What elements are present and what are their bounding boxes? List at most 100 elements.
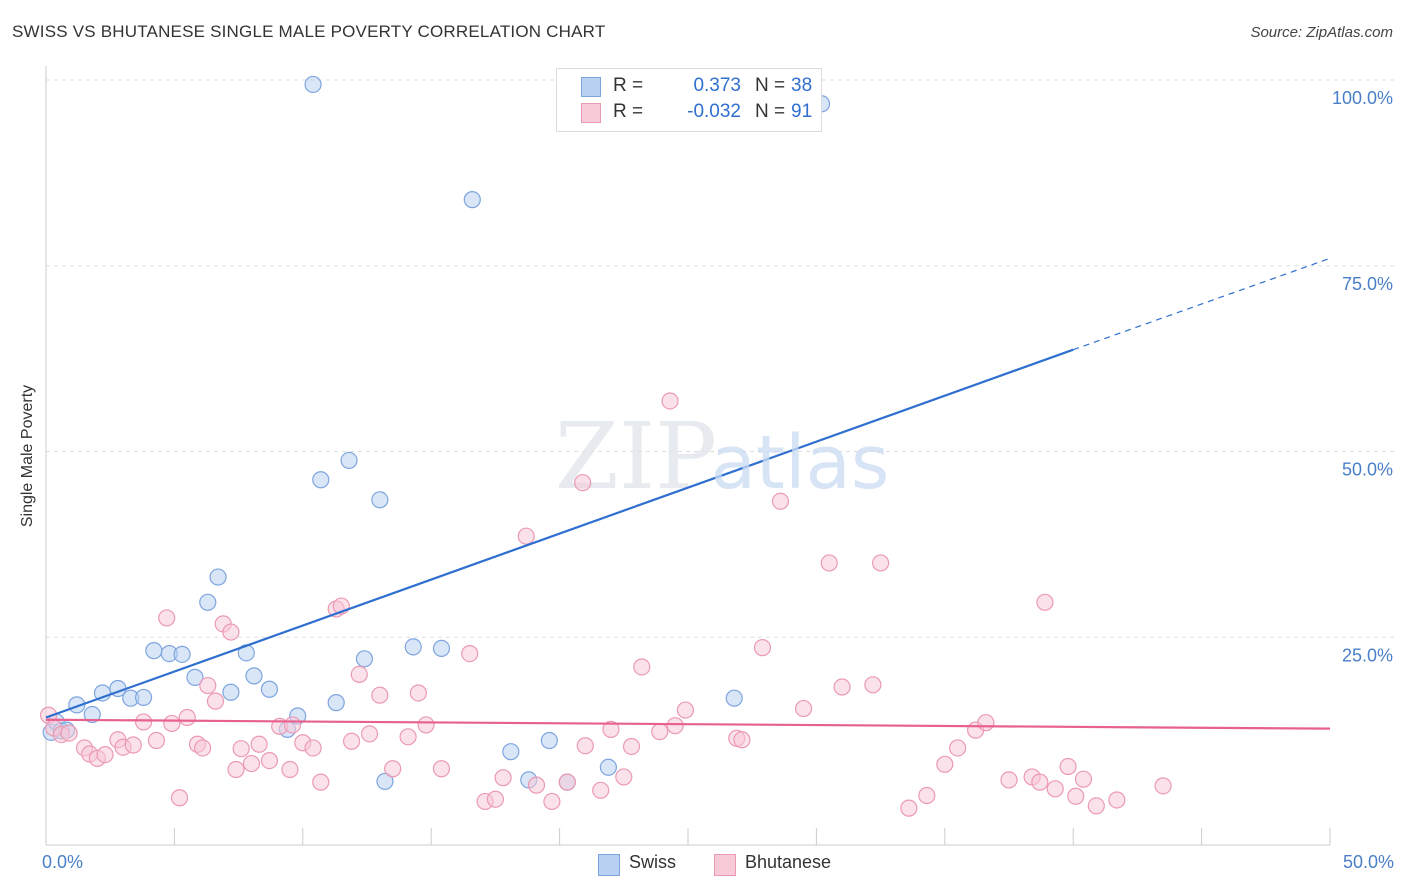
bhutanese-point: [918, 786, 936, 805]
bhutanese-point: [260, 751, 279, 770]
bhutanese-point: [283, 716, 302, 734]
swiss-r-value: 0.373: [693, 75, 741, 96]
bhutanese-point: [158, 609, 176, 627]
bhutanese-r-value: -0.032: [687, 101, 741, 122]
grid-lines: [46, 79, 1394, 638]
bhutanese-point: [1031, 773, 1049, 791]
bhutanese-point: [558, 773, 576, 791]
bhutanese-point: [371, 686, 389, 704]
bhutanese-point: [250, 735, 268, 753]
swiss-swatch: [581, 77, 601, 97]
swiss-point: [463, 191, 481, 209]
swiss-point: [134, 688, 153, 707]
bhutanese-point: [134, 713, 153, 731]
bhutanese-point: [633, 658, 651, 676]
bhutanese-point: [661, 392, 679, 410]
bhutanese-point: [432, 760, 451, 778]
swiss-point: [186, 668, 204, 686]
bhutanese-point: [124, 736, 142, 754]
swiss-point: [725, 689, 743, 707]
swiss-point: [304, 75, 322, 94]
bottom-bhutanese-swatch: [714, 854, 736, 876]
bottom-swiss-label: Swiss: [629, 852, 677, 872]
bhutanese-point: [409, 684, 427, 702]
bhutanese-point: [222, 623, 240, 641]
bhutanese-n-value: 91: [791, 101, 813, 122]
bhutanese-point: [178, 708, 196, 727]
bhutanese-point: [194, 739, 212, 757]
bhutanese-point: [1059, 757, 1077, 776]
bhutanese-point: [170, 789, 189, 807]
bhutanese-point: [1036, 593, 1054, 611]
bhutanese-point: [399, 728, 417, 746]
bhutanese-point: [651, 723, 669, 741]
bhutanese-point: [1074, 770, 1093, 788]
bhutanese-point: [733, 731, 751, 749]
chart-title: SWISS VS BHUTANESE SINGLE MALE POVERTY C…: [12, 22, 606, 41]
bhutanese-point: [622, 737, 641, 756]
bhutanese-n-label: N =: [755, 101, 786, 122]
bhutanese-point: [666, 717, 684, 735]
bhutanese-point: [900, 799, 918, 817]
bhutanese-point: [949, 739, 967, 757]
bhutanese-point: [312, 773, 330, 791]
bhutanese-point: [486, 790, 504, 808]
swiss-n-label: N =: [755, 75, 786, 96]
x-tick-label-min: 0.0%: [42, 852, 84, 872]
swiss-point: [173, 645, 191, 663]
bhutanese-point: [1108, 791, 1126, 809]
bhutanese-point: [527, 776, 546, 794]
bhutanese-point: [1087, 797, 1105, 815]
bhutanese-points: [39, 392, 1172, 817]
correlation-legend: R = 0.373 N = 38 R = -0.032 N = 91: [556, 68, 822, 132]
bhutanese-point: [494, 769, 512, 787]
swiss-point: [404, 638, 422, 656]
swiss-point: [260, 680, 279, 698]
bhutanese-point: [384, 760, 402, 778]
bhutanese-point: [1046, 780, 1064, 798]
bhutanese-point: [417, 716, 435, 734]
watermark-atlas: atlas: [711, 420, 890, 506]
swiss-point: [245, 667, 263, 685]
y-tick-labels: 100.0% 75.0% 50.0% 25.0%: [1332, 88, 1393, 665]
swiss-n-value: 38: [791, 75, 813, 96]
swiss-point: [340, 451, 358, 470]
y-tick-label-100: 100.0%: [1332, 88, 1393, 108]
bhutanese-point: [936, 755, 954, 773]
swiss-point: [199, 593, 217, 611]
bhutanese-point: [242, 754, 261, 773]
bhutanese-point: [574, 474, 592, 492]
bhutanese-point: [676, 701, 695, 719]
bhutanese-point: [304, 739, 322, 757]
bhutanese-point: [517, 527, 535, 545]
watermark: ZIP: [555, 403, 717, 510]
swiss-point: [540, 731, 558, 750]
bhutanese-point: [1067, 787, 1085, 805]
bhutanese-point: [60, 724, 78, 742]
bhutanese-point: [576, 737, 594, 755]
bhutanese-point: [1000, 771, 1018, 789]
bhutanese-point: [360, 725, 379, 743]
bhutanese-point: [543, 792, 561, 811]
bhutanese-point: [281, 760, 299, 779]
bhutanese-point: [864, 676, 882, 694]
swiss-point: [312, 471, 330, 489]
bhutanese-point: [232, 740, 250, 758]
bhutanese-point: [96, 746, 114, 764]
swiss-point: [599, 758, 617, 776]
x-tick-label-max: 50.0%: [1342, 852, 1394, 872]
swiss-point: [145, 642, 163, 660]
bottom-bhutanese-label: Bhutanese: [745, 852, 832, 872]
swiss-point: [83, 705, 101, 724]
bhutanese-point: [794, 699, 813, 718]
swiss-point: [502, 743, 520, 761]
swiss-trendline-extension: [1072, 257, 1331, 351]
bhutanese-point: [163, 714, 181, 733]
bhutanese-point: [753, 639, 772, 657]
source-label: Source: ZipAtlas.com: [1250, 24, 1393, 41]
bhutanese-point: [147, 731, 166, 750]
bhutanese-point: [592, 781, 610, 799]
swiss-point: [355, 650, 374, 668]
y-tick-label-50: 50.0%: [1342, 460, 1393, 480]
